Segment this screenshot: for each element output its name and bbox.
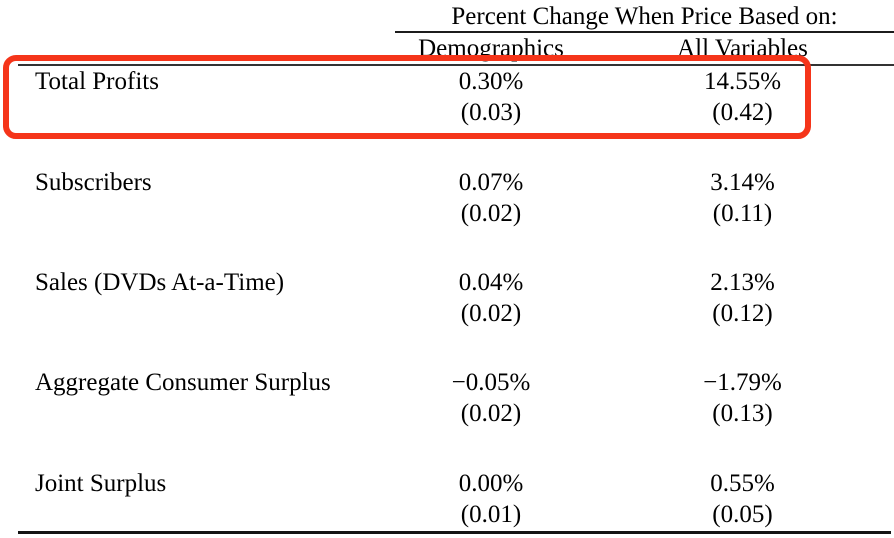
demographics-se: (0.02) [460, 400, 522, 427]
demographics-value: 0.00% [458, 470, 524, 497]
all-variables-value: 0.55% [710, 470, 775, 497]
row-label: Subscribers [35, 169, 152, 196]
all-variables-se: (0.11) [712, 200, 773, 227]
all-variables-value: 3.14% [710, 169, 775, 196]
row-label: Total Profits [35, 68, 159, 95]
demographics-se: (0.02) [460, 300, 522, 327]
all-variables-se: (0.42) [712, 99, 773, 126]
demographics-value: −0.05% [451, 369, 531, 396]
table-top-rule [18, 64, 894, 66]
all-variables-se: (0.12) [712, 300, 773, 327]
demographics-se: (0.02) [460, 200, 522, 227]
table-row-aggregate-consumer-surplus: Aggregate Consumer Surplus −0.05% (0.02)… [0, 367, 894, 433]
column-header-demographics: Demographics [418, 35, 564, 62]
all-variables-value: −1.79% [703, 369, 782, 396]
demographics-value: 0.04% [458, 269, 524, 296]
table-row-joint-surplus: Joint Surplus 0.00% (0.01) 0.55% (0.05) [0, 468, 894, 534]
group-header-percent-change: Percent Change When Price Based on: [395, 1, 894, 33]
row-label: Aggregate Consumer Surplus [35, 369, 331, 396]
demographics-value: 0.30% [458, 68, 524, 95]
table-bottom-rule [18, 531, 891, 534]
all-variables-se: (0.13) [712, 400, 773, 427]
demographics-se: (0.01) [460, 501, 522, 528]
table-row-sales-dvds: Sales (DVDs At-a-Time) 0.04% (0.02) 2.13… [0, 267, 894, 333]
all-variables-value: 14.55% [703, 68, 782, 95]
demographics-se: (0.03) [460, 99, 522, 126]
all-variables-se: (0.05) [712, 501, 773, 528]
all-variables-value: 2.13% [710, 269, 775, 296]
row-label: Joint Surplus [35, 470, 167, 497]
table-row-subscribers: Subscribers 0.07% (0.02) 3.14% (0.11) [0, 167, 894, 233]
demographics-value: 0.07% [458, 169, 524, 196]
table-row-total-profits: Total Profits 0.30% (0.03) 14.55% (0.42) [0, 66, 894, 132]
row-label: Sales (DVDs At-a-Time) [35, 269, 285, 296]
column-header-all-variables: All Variables [677, 35, 808, 62]
